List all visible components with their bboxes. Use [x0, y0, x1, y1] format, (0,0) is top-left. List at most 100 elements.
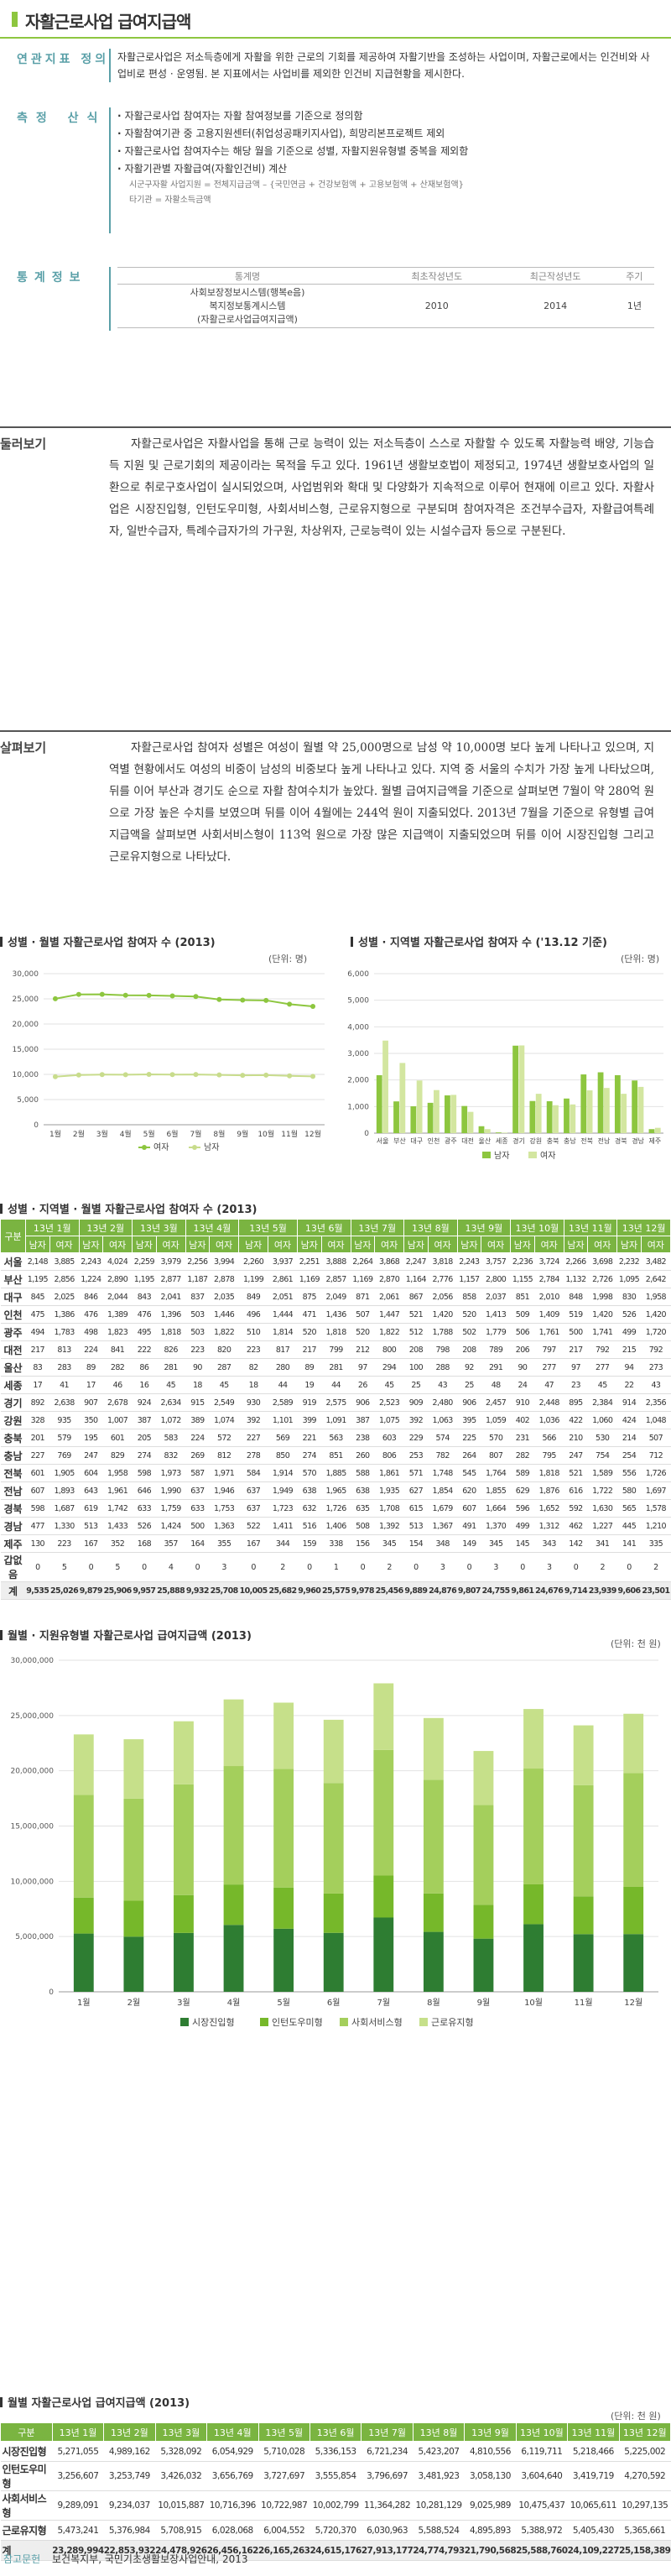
definition-row: 연관지표 정의 자활근로사업은 저소득층에게 자활을 위한 근로의 기회를 제공… — [0, 49, 671, 107]
table-cell: 0 — [351, 1552, 375, 1582]
table-cell: 607 — [457, 1499, 481, 1518]
table-cell: 520 — [351, 1323, 375, 1341]
table-cell: 637 — [238, 1499, 268, 1518]
table-cell: 574 — [428, 1429, 458, 1447]
table-row: 강원 328 935 350 1,007 387 1,072 389 1,074 392 1,101… — [0, 1411, 671, 1429]
table-cell: 629 — [510, 1481, 535, 1500]
sex-header: 여자 — [320, 1236, 351, 1253]
month-header: 13년 8월 — [412, 2422, 466, 2442]
table-cell: 387 — [132, 1411, 157, 1429]
x-tick-label: 대구 — [410, 1137, 423, 1145]
data-point — [216, 1072, 222, 1078]
sex-header: 남자 — [238, 1236, 269, 1253]
table-cell: 281 — [156, 1358, 186, 1377]
bar — [382, 1040, 388, 1133]
table-cell: 156 — [351, 1534, 375, 1553]
x-tick-label: 4월 — [120, 1129, 132, 1139]
table-cell: 832 — [156, 1446, 186, 1465]
calc-list: 자활근로사업 참여자는 자활 참여정보를 기준으로 정의함 자활참여기관 중 고… — [117, 107, 654, 208]
table-cell: 587 — [185, 1464, 210, 1482]
bar-segment — [123, 1739, 144, 1799]
table-cell: 1,914 — [268, 1464, 298, 1482]
table-cell: 1,818 — [534, 1464, 564, 1482]
sex-header: 남자 — [616, 1236, 642, 1253]
x-tick-label: 1월 — [49, 1129, 61, 1139]
table-cell: 445 — [616, 1517, 642, 1535]
stacked-bar-chart: 0 5,000,000 10,000,000 15,000,000 20,000,000… — [10, 1657, 658, 2028]
table-cell: 1,199 — [238, 1270, 268, 1288]
bar-segment — [323, 1893, 344, 1933]
table-cell: 1,748 — [428, 1464, 458, 1482]
table-cell: 5,473,241 — [52, 2520, 104, 2541]
table-cell: 247 — [79, 1446, 103, 1465]
bar — [434, 1089, 440, 1133]
legend-marker — [192, 1145, 197, 1150]
x-tick-label: 3월 — [177, 1998, 190, 2008]
table-cell: 563 — [321, 1429, 351, 1447]
table-cell: 1,436 — [321, 1305, 351, 1324]
month-header: 13년 12월 — [616, 1219, 671, 1236]
table-cell: 291 — [481, 1358, 511, 1377]
table-cell: 1,998 — [587, 1288, 617, 1306]
table-cell: 2,642 — [641, 1270, 671, 1288]
sex-header: 남자 — [510, 1236, 535, 1253]
x-tick-label: 강원 — [529, 1136, 542, 1145]
table-cell: 919 — [297, 1393, 322, 1412]
bar — [376, 1074, 382, 1133]
table-cell: 25 — [403, 1376, 429, 1394]
table-row: 광주 494 1,783 498 1,823 495 1,818 503 1,822 510 1,8… — [0, 1323, 671, 1341]
table-cell: 205 — [132, 1429, 157, 1447]
sex-header: 여자 — [374, 1236, 405, 1253]
bar-segment — [223, 1766, 244, 1885]
table-cell: 282 — [102, 1358, 133, 1377]
table-cell: 584 — [238, 1464, 268, 1482]
bar — [484, 1129, 491, 1133]
table-cell: 580 — [616, 1481, 642, 1500]
table-cell: 1,132 — [564, 1270, 588, 1288]
month-header: 13년 4월 — [206, 2422, 259, 2442]
table-cell: 510 — [238, 1323, 268, 1341]
bar-segment — [273, 1928, 294, 1992]
table-row: 세종 17 41 17 46 16 45 18 45 18 44 19 44 26 45 25 43 25 48 24… — [0, 1376, 671, 1394]
table-cell: 798 — [428, 1340, 458, 1359]
table-cell: 201 — [25, 1429, 50, 1447]
table-cell: 867 — [403, 1288, 429, 1306]
data-point — [310, 1074, 316, 1079]
table-row: 부산 1,195 2,856 1,224 2,890 1,195 2,877 1,187 2,8… — [0, 1270, 671, 1288]
table-cell: 울산 — [0, 1358, 26, 1377]
table-cell: 850 — [268, 1446, 298, 1465]
bar — [529, 1100, 536, 1133]
table-cell: 935 — [49, 1411, 80, 1429]
legend-swatch — [340, 2018, 348, 2026]
table-cell: 3,979 — [156, 1252, 186, 1271]
table-cell: 2,035 — [209, 1288, 239, 1306]
table-cell: 3,253,749 — [103, 2461, 156, 2491]
table-cell: 1,424 — [156, 1517, 186, 1535]
legend-label: 여자 — [153, 1142, 169, 1152]
table-cell: 1,818 — [156, 1323, 186, 1341]
table-cell: 2,784 — [534, 1270, 564, 1288]
table-cell: 5,365,661 — [619, 2520, 671, 2541]
table-cell: 1,664 — [481, 1499, 511, 1518]
table-cell: 820 — [209, 1340, 239, 1359]
table-cell: 516 — [297, 1517, 322, 1535]
table-cell: 2,259 — [132, 1252, 157, 1271]
table-cell: 1,876 — [534, 1481, 564, 1500]
table-cell: 2,457 — [481, 1393, 511, 1412]
table-cell: 598 — [25, 1499, 50, 1518]
table-cell: 16 — [132, 1376, 157, 1394]
month-header: 13년 8월 — [403, 1219, 458, 1236]
table-cell: 164 — [185, 1534, 210, 1553]
table-cell: 277 — [534, 1358, 564, 1377]
title-mark — [12, 12, 18, 27]
table-cell: 27,913,177 — [361, 2540, 414, 2561]
series-line — [55, 1073, 314, 1078]
x-tick-label: 9월 — [237, 1129, 248, 1139]
data-point — [122, 992, 128, 998]
table-cell: 5,376,984 — [103, 2520, 156, 2541]
x-tick-label: 2월 — [73, 1129, 85, 1139]
table-cell: 513 — [79, 1517, 103, 1535]
table-cell: 26,456,162 — [206, 2540, 259, 2561]
table-cell: 1 — [321, 1552, 351, 1582]
table-cell: 전북 — [0, 1464, 26, 1482]
